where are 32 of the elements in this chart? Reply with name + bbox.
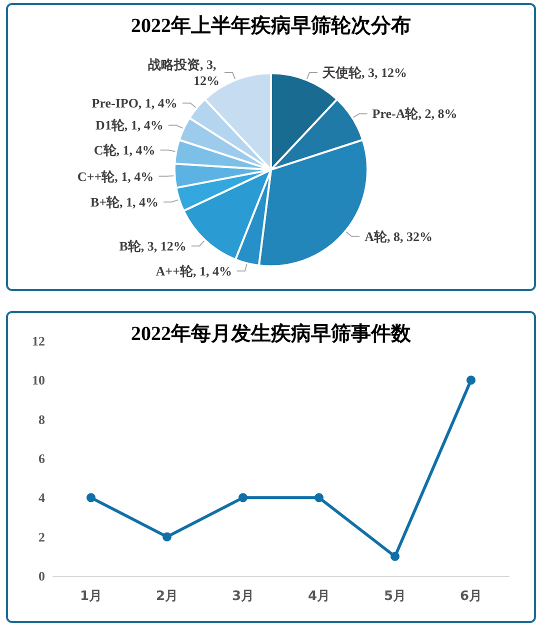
- y-tick-label: 4: [38, 490, 46, 506]
- y-tick-label: 8: [38, 412, 46, 427]
- x-tick-label: 1月: [80, 589, 102, 604]
- point: [86, 493, 96, 502]
- x-tick-label: 3月: [232, 589, 254, 604]
- slice-label: A++轮, 1, 4%: [156, 263, 232, 278]
- point: [314, 493, 324, 502]
- chart-title: 2022年每月发生疾病早筛事件数: [131, 322, 412, 345]
- x-tick-label: 6月: [460, 589, 482, 604]
- point: [162, 532, 172, 542]
- slice-label: Pre-A轮, 2, 8%: [372, 106, 458, 122]
- point: [390, 552, 400, 561]
- y-tick-label: 2: [38, 529, 45, 544]
- slice-label: B轮, 3, 12%: [119, 238, 186, 254]
- y-tick-label: 10: [32, 372, 45, 388]
- slice-label: C轮, 1, 4%: [94, 142, 156, 158]
- slice-label: D1轮, 1, 4%: [96, 118, 164, 133]
- y-tick-label: 6: [38, 451, 46, 466]
- x-tick-label: 4月: [308, 589, 330, 604]
- slice-label: B+轮, 1, 4%: [90, 194, 159, 210]
- x-tick-label: 2月: [156, 589, 178, 604]
- y-tick-label: 12: [32, 334, 45, 348]
- chart-title: 2022年上半年疾病早筛轮次分布: [131, 14, 411, 37]
- slice-label: Pre-IPO, 1, 4%: [92, 96, 178, 111]
- x-tick-label: 5月: [384, 589, 406, 604]
- slice-label: 天使轮, 3, 12%: [321, 65, 407, 80]
- y-tick-label: 0: [38, 568, 45, 584]
- slice-label: C++轮, 1, 4%: [77, 168, 154, 184]
- point: [466, 376, 476, 385]
- slice-label: A轮, 8, 32%: [364, 228, 432, 244]
- point: [238, 493, 248, 502]
- slice-label: 战略投资, 3, 12%: [148, 57, 220, 88]
